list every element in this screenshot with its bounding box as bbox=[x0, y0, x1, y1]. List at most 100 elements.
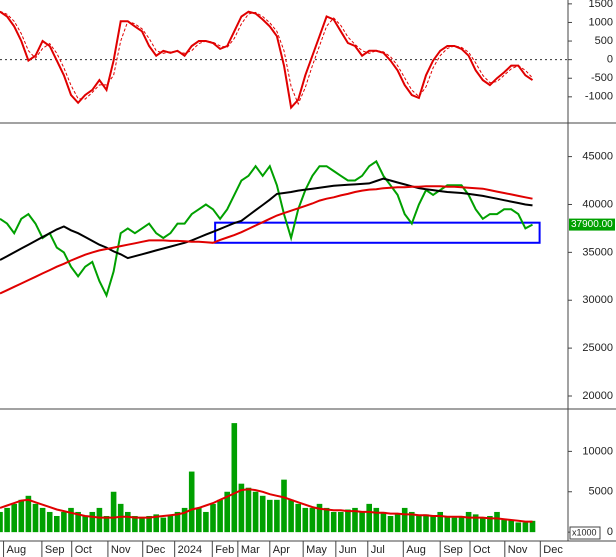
volume-bar bbox=[153, 514, 159, 533]
y-tick-label: -500 bbox=[591, 72, 613, 84]
volume-bar bbox=[39, 507, 46, 533]
volume-bar bbox=[25, 495, 32, 533]
volume-bar bbox=[373, 507, 380, 533]
volume-bar bbox=[366, 503, 372, 533]
volume-bar bbox=[281, 479, 287, 533]
volume-bar bbox=[245, 487, 252, 533]
volume-bar bbox=[472, 514, 479, 533]
y-tick-label: 5000 bbox=[589, 486, 613, 498]
volume-bar bbox=[267, 499, 273, 533]
volume-bar bbox=[465, 511, 472, 533]
y-tick-label: 0 bbox=[607, 54, 613, 66]
volume-bar bbox=[139, 517, 145, 533]
volume-bar bbox=[288, 499, 294, 533]
y-tick-label: 45000 bbox=[582, 151, 613, 163]
series-line bbox=[0, 185, 533, 295]
volume-bar bbox=[252, 491, 259, 533]
volume-bar bbox=[238, 483, 245, 533]
volume-bar bbox=[416, 515, 422, 533]
volume-bar bbox=[359, 511, 365, 533]
volume-bar bbox=[338, 511, 344, 533]
last-price-badge bbox=[569, 218, 615, 231]
volume-bar bbox=[125, 511, 131, 533]
volume-bar bbox=[352, 507, 358, 533]
volume-bar bbox=[210, 503, 216, 533]
volume-bar bbox=[508, 520, 514, 533]
volume-bar bbox=[458, 515, 465, 533]
x-tick-label: Oct bbox=[473, 544, 490, 556]
volume-bar bbox=[217, 499, 223, 533]
volume-bar bbox=[231, 423, 238, 533]
series-line bbox=[0, 10, 533, 106]
x-tick-label: Aug bbox=[7, 544, 27, 556]
support-zone bbox=[214, 221, 541, 244]
x-tick-label: Jun bbox=[339, 544, 357, 556]
volume-bar bbox=[203, 511, 209, 533]
volume-bar bbox=[82, 515, 88, 533]
volume-bar bbox=[330, 511, 337, 533]
y-tick-label: 30000 bbox=[582, 294, 613, 306]
volume-bar bbox=[380, 511, 387, 533]
x-tick-label: 2024 bbox=[178, 544, 202, 556]
volume-bar bbox=[515, 522, 522, 533]
y-tick-label: 10000 bbox=[582, 445, 613, 457]
volume-bar bbox=[529, 520, 536, 533]
y-tick-label: 500 bbox=[595, 35, 613, 47]
volume-bar bbox=[181, 507, 188, 533]
x-tick-label: Dec bbox=[146, 544, 166, 556]
volume-bar bbox=[451, 517, 458, 533]
volume-bar bbox=[323, 507, 330, 533]
x-tick-label: Aug bbox=[406, 544, 426, 556]
volume-bar bbox=[494, 511, 500, 533]
y-tick-label: -1000 bbox=[585, 91, 613, 103]
volume-bar bbox=[54, 515, 60, 533]
volume-bar bbox=[75, 511, 81, 533]
volume-bar bbox=[4, 507, 10, 533]
series-line bbox=[0, 10, 534, 110]
volume-bar bbox=[274, 499, 280, 533]
volume-bar bbox=[132, 515, 138, 533]
last-price-label: 37900.00 bbox=[571, 219, 613, 230]
volume-bar bbox=[32, 503, 39, 533]
x-tick-label: Mar bbox=[241, 544, 260, 556]
volume-bar bbox=[487, 515, 493, 533]
x-tick-label: Nov bbox=[508, 544, 528, 556]
volume-bar bbox=[259, 495, 266, 533]
volume-bar bbox=[46, 511, 53, 533]
volume-bar bbox=[409, 511, 415, 533]
y-tick-label: 25000 bbox=[582, 342, 613, 354]
volume-bar bbox=[61, 511, 67, 533]
volume-bar bbox=[167, 515, 174, 533]
volume-bar bbox=[196, 507, 202, 533]
volume-bar bbox=[423, 514, 429, 533]
unit-box bbox=[569, 526, 601, 540]
x-tick-label: Sep bbox=[443, 544, 463, 556]
volume-bar bbox=[295, 503, 301, 533]
volume-bar bbox=[96, 507, 103, 533]
volume-bar bbox=[316, 503, 323, 533]
volume-bar bbox=[387, 515, 394, 533]
volume-bar bbox=[522, 522, 529, 533]
y-tick-label: 20000 bbox=[582, 390, 613, 402]
volume-bar bbox=[444, 515, 451, 533]
volume-bar bbox=[401, 507, 408, 533]
volume-bar bbox=[345, 509, 351, 533]
series-line bbox=[0, 177, 533, 261]
y-tick-label: 35000 bbox=[582, 246, 613, 258]
y-tick-label: 40000 bbox=[582, 198, 613, 210]
x-tick-label: Dec bbox=[543, 544, 563, 556]
volume-bar bbox=[224, 491, 230, 533]
volume-bar bbox=[437, 511, 443, 533]
volume-bar bbox=[146, 515, 152, 533]
series-line bbox=[0, 159, 533, 299]
y-tick-label: 1500 bbox=[589, 0, 613, 10]
x-tick-label: Oct bbox=[75, 544, 92, 556]
volume-bar bbox=[89, 511, 96, 533]
y-tick-label: 1000 bbox=[589, 16, 613, 28]
volume-bar bbox=[68, 507, 74, 533]
x-tick-label: May bbox=[306, 544, 327, 556]
volume-bar bbox=[18, 499, 25, 533]
volume-bar bbox=[174, 511, 181, 533]
